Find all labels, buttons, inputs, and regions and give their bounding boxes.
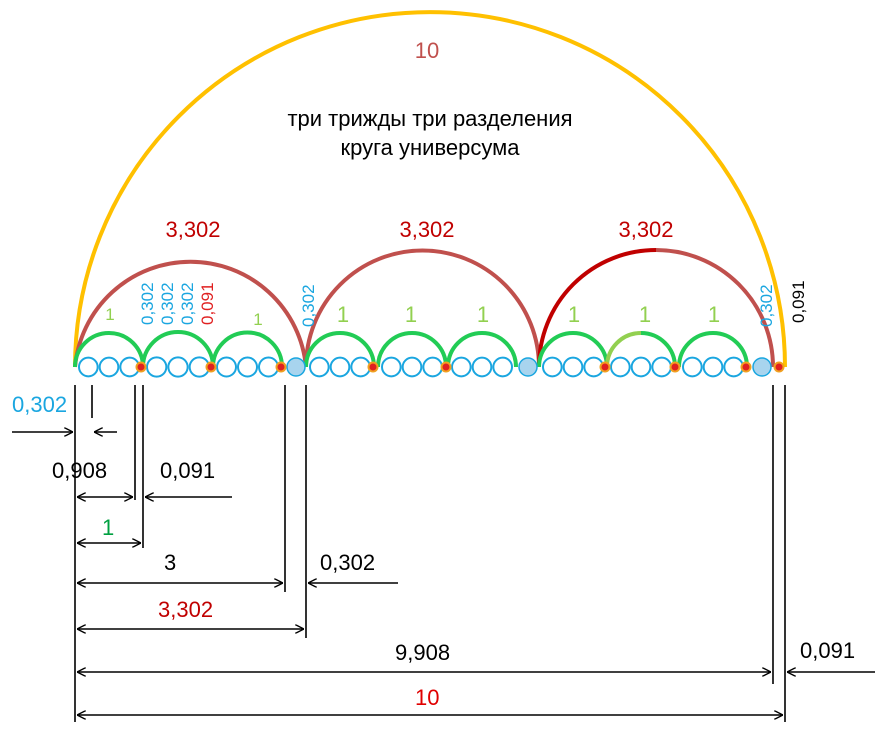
mid-arc-label-1: 3,302 [165,217,220,242]
mid-arc-3-right [655,248,775,368]
small-arc-label-4: 1 [405,302,417,327]
small-circle [350,356,371,378]
small-circle [78,356,99,378]
dim-label-1: 1 [102,515,114,540]
small-arc-7 [537,331,609,368]
small-circle [723,356,745,378]
small-arc-6 [446,331,518,368]
boundary-dot [286,357,306,377]
red-dot [599,361,611,373]
small-circle [167,356,189,378]
small-arc-5 [376,331,448,368]
small-arc-8-right [640,331,677,368]
vertical-label-blue-a: 0,302 [138,282,157,325]
red-dot [205,361,217,373]
dim-label-3302: 3,302 [158,597,213,622]
small-arc-label-7: 1 [639,302,651,327]
small-arc-4 [304,331,376,368]
small-arc-1 [73,331,145,368]
mid-arc-1 [73,259,308,368]
small-arc-8-left [605,331,642,368]
small-arc-label-8: 1 [708,302,720,327]
red-dot [440,361,452,373]
small-circle [237,356,258,378]
vertical-label-blue-right: 0,302 [757,284,776,327]
small-circle [651,356,673,378]
small-circle [702,356,724,378]
big-arc-value: 10 [415,38,439,63]
small-circle [329,356,351,378]
small-circle [542,356,563,378]
small-arc-2 [141,330,215,368]
dim-label-0091-b: 0,091 [800,638,855,663]
small-circle [216,356,237,378]
small-circle [451,356,472,378]
small-arc-label-6: 1 [568,302,580,327]
title-line-2: круга универсума [341,135,521,160]
small-circle [471,356,493,378]
small-circle [562,356,584,378]
red-dot [669,361,681,373]
vertical-label-red-a: 0,091 [198,282,217,325]
red-dot [135,361,147,373]
dim-label-0302-b: 0,302 [320,550,375,575]
red-dot [740,361,752,373]
small-circle [610,356,631,378]
small-arc-label-2: 1 [253,310,262,329]
red-dot [367,361,379,373]
red-dot [275,361,287,373]
dim-label-0908: 0,908 [52,458,107,483]
big-semicircle-arc [73,10,787,368]
small-circle [422,356,443,378]
vertical-label-black-right: 0,091 [789,280,808,323]
dim-label-9908: 9,908 [395,640,450,665]
vertical-label-blue-b: 0,302 [158,282,177,325]
small-arc-label-5: 1 [477,302,489,327]
small-circle [146,356,168,378]
dim-label-3: 3 [164,550,176,575]
title-line-1: три трижды три разделения [287,106,572,131]
mid-arc-2 [304,248,541,368]
small-circle [630,356,652,378]
mid-arc-3-left [537,248,657,368]
boundary-dot [518,357,538,377]
boundary-dot [752,357,772,377]
mid-arc-label-3: 3,302 [618,217,673,242]
dim-label-10: 10 [415,685,439,710]
vertical-label-blue-mid: 0,302 [299,284,318,327]
dimension-lines [12,385,875,722]
dim-label-0091-a: 0,091 [160,458,215,483]
small-arc-3 [211,330,284,368]
small-circle [492,356,513,378]
red-dot [773,361,785,373]
small-arc-label-3: 1 [337,302,349,327]
dim-label-0302-left: 0,302 [12,392,67,417]
small-circle [258,356,279,378]
small-arc-label-1: 1 [105,305,114,324]
small-circle [682,356,703,378]
small-circle [381,356,402,378]
small-circle [401,356,423,378]
small-arcs [73,330,749,368]
vertical-label-blue-c: 0,302 [178,282,197,325]
circle-row [78,356,785,378]
small-circle [309,356,330,378]
small-arc-9 [677,331,749,368]
small-circle [98,356,120,378]
mid-arc-label-2: 3,302 [399,217,454,242]
